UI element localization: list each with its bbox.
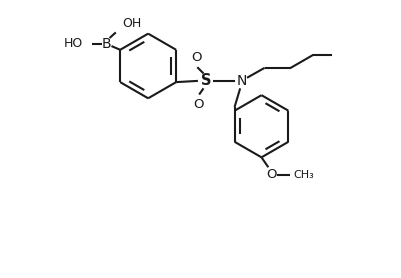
Text: HO: HO [63, 37, 83, 50]
Text: O: O [191, 51, 201, 64]
Text: OH: OH [122, 17, 141, 30]
Text: O: O [193, 98, 203, 111]
Text: S: S [200, 73, 211, 88]
Text: N: N [236, 74, 247, 88]
Text: CH₃: CH₃ [292, 170, 313, 180]
Text: B: B [101, 37, 111, 51]
Text: O: O [265, 168, 276, 181]
